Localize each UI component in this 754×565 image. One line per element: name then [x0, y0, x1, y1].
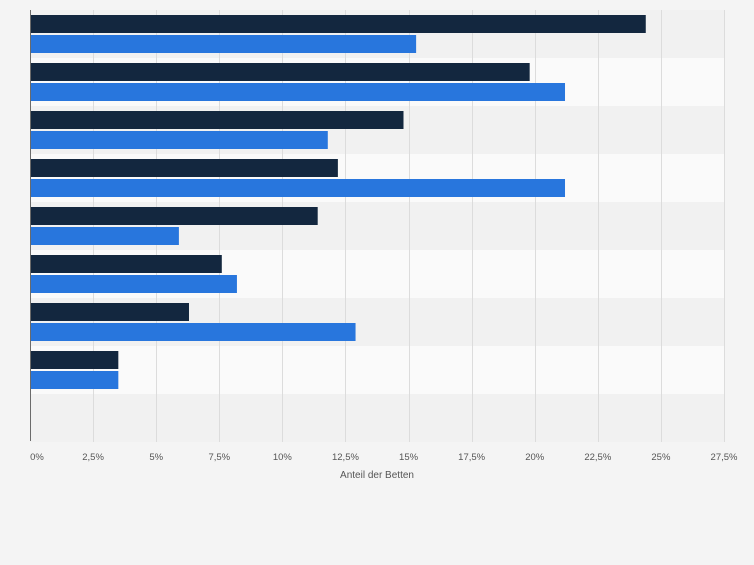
- bar-series-1[interactable]: [31, 303, 189, 321]
- x-tick-label: 5%: [149, 452, 163, 463]
- row-band: [30, 394, 724, 442]
- bar-series-2[interactable]: [31, 323, 356, 341]
- bar-series-2[interactable]: [31, 371, 119, 389]
- bar-series-1[interactable]: [31, 255, 222, 273]
- x-tick-label: 22,5%: [584, 452, 611, 463]
- x-axis-label: Anteil der Betten: [340, 470, 414, 481]
- bar-series-2[interactable]: [31, 227, 179, 245]
- bar-series-2[interactable]: [31, 275, 237, 293]
- bar-series-2[interactable]: [31, 35, 417, 53]
- bar-series-1[interactable]: [31, 159, 338, 177]
- x-tick-label: 10%: [273, 452, 293, 463]
- x-tick-label: 27,5%: [711, 452, 738, 463]
- bar-series-2[interactable]: [31, 179, 566, 197]
- x-tick-label: 20%: [525, 452, 545, 463]
- x-tick-label: 25%: [651, 452, 671, 463]
- x-tick-label: 17,5%: [458, 452, 485, 463]
- bar-series-2[interactable]: [31, 83, 566, 101]
- bar-series-1[interactable]: [31, 111, 404, 129]
- x-tick-label: 15%: [399, 452, 419, 463]
- bar-series-1[interactable]: [31, 15, 646, 33]
- x-tick-label: 7,5%: [208, 452, 230, 463]
- bar-series-2[interactable]: [31, 131, 328, 149]
- bar-series-1[interactable]: [31, 63, 530, 81]
- x-tick-label: 12,5%: [332, 452, 359, 463]
- row-band: [30, 346, 724, 394]
- x-tick-label: 2,5%: [82, 452, 104, 463]
- bar-series-1[interactable]: [31, 207, 318, 225]
- bar-series-1[interactable]: [31, 351, 119, 369]
- x-tick-label: 0%: [30, 452, 44, 463]
